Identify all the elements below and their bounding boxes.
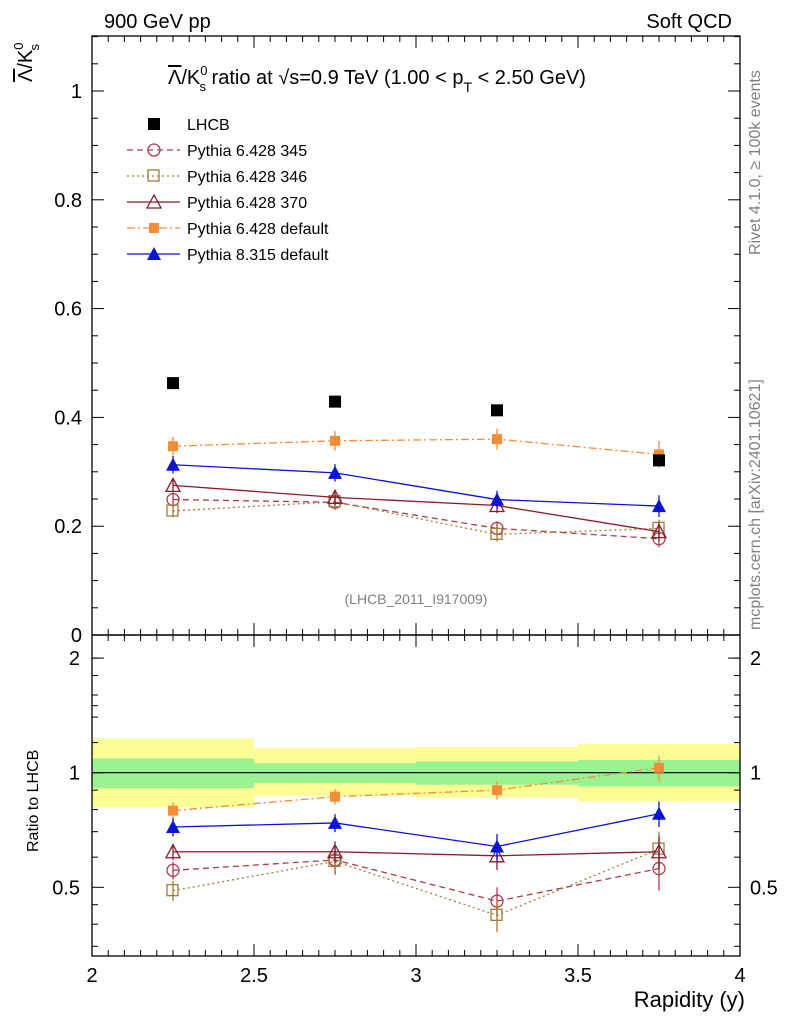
x-tick-label: 2.5 <box>240 965 268 987</box>
legend-label: Pythia 6.428 370 <box>187 195 307 212</box>
y-tick-label: 0.2 <box>54 516 82 538</box>
series-2-line <box>172 484 660 533</box>
series-2-ratio-point <box>650 843 668 859</box>
x-tick-label: 3.5 <box>564 965 592 987</box>
chart-title: Λ/K0 s ratio at √s=0.9 TeV (1.00 < pT < 2… <box>168 63 586 95</box>
x-tick-label: 2 <box>86 965 97 987</box>
legend-marker <box>145 193 163 209</box>
series-1-ratio-point <box>490 908 503 921</box>
ratio-tick-label-left: 0.5 <box>52 877 80 899</box>
x-tick-label: 4 <box>734 965 745 987</box>
series-4-point <box>490 492 504 506</box>
header-right: Soft QCD <box>646 11 732 33</box>
legend-label-data: LHCB <box>187 117 230 134</box>
header-left: 900 GeV pp <box>104 11 211 33</box>
series-4-ratio-line <box>172 813 660 848</box>
y-tick-label: 0.4 <box>54 407 82 429</box>
series-4-ratio-point <box>166 820 180 834</box>
legend-item-3: Pythia 6.428 default <box>127 221 329 238</box>
series-2-ratio-line <box>173 851 660 857</box>
series-4-ratio-point <box>652 806 666 820</box>
band-inner <box>92 758 254 789</box>
series-2-point <box>326 488 344 505</box>
series-3-point <box>492 434 502 445</box>
data-point <box>491 404 503 417</box>
legend-item-data: LHCB <box>148 117 230 134</box>
legend-marker <box>147 247 161 260</box>
series-3-line <box>172 438 660 456</box>
series-0-line <box>172 498 660 540</box>
legend-label: Pythia 8.315 default <box>187 247 329 264</box>
y-axis-label: Λ/K0s <box>11 43 42 83</box>
data-point <box>329 395 341 408</box>
series-1-point <box>166 504 179 517</box>
series-3-point <box>168 441 178 452</box>
series-3-ratio-point <box>168 805 178 816</box>
y-tick-label: 0.8 <box>54 190 82 212</box>
legend-item-1: Pythia 6.428 346 <box>127 169 307 186</box>
legend-item-0: Pythia 6.428 345 <box>127 143 307 160</box>
series-1-point <box>490 527 503 541</box>
y-tick-label: 0.6 <box>54 299 82 321</box>
series-3-ratio-point <box>654 762 664 773</box>
ratio-tick-label-right: 0.5 <box>750 877 778 899</box>
series-4-point <box>652 499 666 513</box>
legend-marker <box>147 143 161 157</box>
series-3-ratio-point <box>492 785 502 796</box>
legend-label: Pythia 6.428 345 <box>187 143 307 160</box>
ratio-tick-label-left: 1 <box>69 763 80 785</box>
legend-label: Pythia 6.428 default <box>187 221 329 238</box>
series-3-ratio-point <box>330 791 340 802</box>
series-0 <box>166 492 666 917</box>
series-2 <box>164 477 668 871</box>
data-point <box>653 454 665 467</box>
series-1-ratio-point <box>166 883 179 897</box>
legend-marker-data <box>148 118 160 130</box>
series-1 <box>166 494 665 932</box>
series-2-ratio-point <box>488 847 506 863</box>
y-tick-label: 1 <box>71 81 82 103</box>
series-0-ratio-line <box>172 859 660 902</box>
legend-marker <box>147 169 160 182</box>
series-2-ratio-point <box>164 843 182 859</box>
legend: LHCB Pythia 6.428 345 Pythia 6.428 346 Pyth… <box>127 117 329 264</box>
series-1-ratio-line <box>172 848 660 917</box>
series-4-point <box>328 465 342 479</box>
series-2-point <box>650 523 668 539</box>
series-3-point <box>330 435 340 446</box>
reference-label: (LHCB_2011_I917009) <box>345 591 488 607</box>
series-3-ratio-line <box>172 767 660 812</box>
data-point <box>167 377 179 390</box>
series-4-ratio-point <box>490 839 504 853</box>
series-layer <box>164 377 668 932</box>
ratio-tick-label-left: 2 <box>69 648 80 670</box>
ratio-y-axis-label: Ratio to LHCB <box>25 750 42 852</box>
series-1-line <box>172 501 660 536</box>
series-2-point <box>164 477 182 493</box>
series-4-point <box>166 457 180 471</box>
series-4-ratio-point <box>328 815 342 829</box>
x-axis-label: Rapidity (y) <box>634 987 745 1012</box>
series-4 <box>166 456 666 860</box>
y-tick-label: 0 <box>71 625 82 647</box>
rivet-label: Rivet 4.1.0, ≥ 100k events <box>747 70 764 255</box>
legend-item-2: Pythia 6.428 370 <box>127 193 307 212</box>
legend-label: Pythia 6.428 346 <box>187 169 307 186</box>
data-series <box>167 377 665 467</box>
legend-item-4: Pythia 8.315 default <box>127 247 329 264</box>
series-2-ratio-point <box>326 843 344 859</box>
mcplots-label: mcplots.cern.ch [arXiv:2401.10621] <box>747 379 764 630</box>
ratio-tick-label-right: 2 <box>750 648 761 670</box>
axes-layer: 2 2.5 3 3.5 4 0 0.2 0.4 0.6 0.8 1 0.5 0.5 1 1 2 2 <box>52 35 778 987</box>
x-tick-label: 3 <box>410 965 421 987</box>
series-0-ratio-point <box>166 863 180 877</box>
legend-marker <box>149 223 159 233</box>
ratio-tick-label-right: 1 <box>750 763 761 785</box>
series-4-line <box>172 464 660 507</box>
